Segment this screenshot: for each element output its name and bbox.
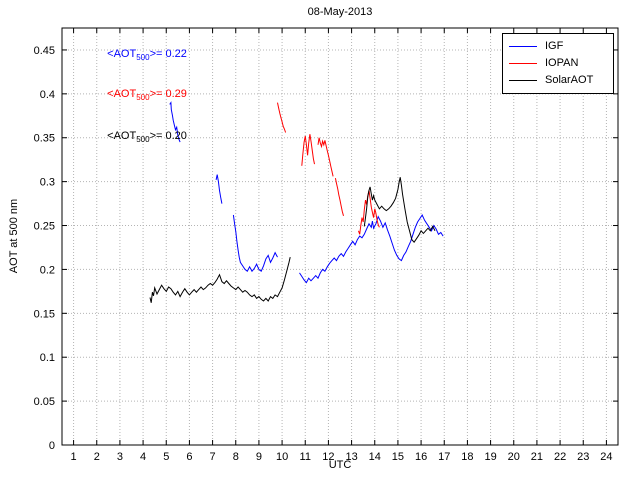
svg-text:0.45: 0.45 xyxy=(34,45,55,57)
legend-label: IOPAN xyxy=(545,57,579,69)
svg-text:15: 15 xyxy=(392,451,404,463)
svg-text:4: 4 xyxy=(140,451,146,463)
svg-text:2: 2 xyxy=(94,451,100,463)
svg-text:0.4: 0.4 xyxy=(40,89,55,101)
svg-text:0.35: 0.35 xyxy=(34,133,55,145)
svg-text:0: 0 xyxy=(49,440,55,452)
annotation-text: <AOT xyxy=(107,129,137,142)
svg-text:22: 22 xyxy=(554,451,566,463)
mean-aot-annotation-iopan: <AOT500>= 0.29 xyxy=(107,88,187,102)
legend-item-solaraot: SolarAOT xyxy=(509,72,607,89)
svg-text:0.3: 0.3 xyxy=(40,177,55,189)
svg-text:9: 9 xyxy=(256,451,262,463)
annotation-subscript: 500 xyxy=(136,134,150,144)
svg-text:11: 11 xyxy=(300,451,311,463)
annotation-text: >= 0.22 xyxy=(149,48,187,61)
svg-text:24: 24 xyxy=(600,451,612,463)
svg-text:12: 12 xyxy=(322,451,334,463)
svg-text:10: 10 xyxy=(276,451,288,463)
legend-line-sample xyxy=(509,46,537,47)
legend-line-sample xyxy=(509,63,537,64)
svg-text:5: 5 xyxy=(163,451,169,463)
svg-text:3: 3 xyxy=(117,451,123,463)
legend-item-igf: IGF xyxy=(509,38,607,55)
svg-text:6: 6 xyxy=(186,451,192,463)
legend-item-iopan: IOPAN xyxy=(509,55,607,72)
svg-text:16: 16 xyxy=(415,451,427,463)
annotation-text: >= 0.29 xyxy=(149,87,187,100)
svg-text:1: 1 xyxy=(71,451,77,463)
svg-text:0.2: 0.2 xyxy=(40,264,55,276)
mean-aot-annotation-igf: <AOT500>= 0.22 xyxy=(107,48,187,62)
svg-text:0.1: 0.1 xyxy=(40,352,55,364)
legend: IGF IOPAN SolarAOT xyxy=(502,33,614,94)
annotation-text: <AOT xyxy=(107,87,137,100)
svg-text:19: 19 xyxy=(484,451,496,463)
legend-label: SolarAOT xyxy=(545,74,594,86)
svg-text:23: 23 xyxy=(577,451,589,463)
svg-text:21: 21 xyxy=(531,451,543,463)
svg-text:0.05: 0.05 xyxy=(34,396,55,408)
svg-text:0.25: 0.25 xyxy=(34,221,55,233)
svg-text:20: 20 xyxy=(508,451,520,463)
annotation-text: >= 0.20 xyxy=(149,129,187,142)
svg-text:18: 18 xyxy=(461,451,473,463)
svg-text:13: 13 xyxy=(345,451,357,463)
legend-label: IGF xyxy=(545,40,564,52)
svg-text:14: 14 xyxy=(369,451,381,463)
svg-text:8: 8 xyxy=(233,451,239,463)
svg-text:17: 17 xyxy=(438,451,450,463)
legend-line-sample xyxy=(509,80,537,81)
svg-text:0.15: 0.15 xyxy=(34,308,55,320)
annotation-subscript: 500 xyxy=(136,92,150,102)
annotation-subscript: 500 xyxy=(136,53,150,63)
mean-aot-annotation-solaraot: <AOT500>= 0.20 xyxy=(107,130,187,144)
chart-title: 08-May-2013 xyxy=(307,6,373,18)
svg-text:7: 7 xyxy=(210,451,216,463)
x-axis-label: UTC xyxy=(328,459,352,471)
annotation-text: <AOT xyxy=(107,48,137,61)
y-axis-label: AOT at 500 nm xyxy=(8,198,20,274)
